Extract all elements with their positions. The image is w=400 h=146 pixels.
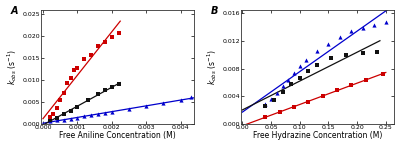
Point (95, 93, 101, 95)
Point (348, 84, 355, 86)
Point (47, 116, 53, 118)
Point (334, 89, 340, 91)
Point (88, 54, 94, 57)
Point (302, 58, 309, 61)
Point (60, 118, 67, 121)
Point (291, 72, 297, 75)
Point (371, 24, 378, 26)
Y-axis label: $k_{obs}$ (s$^{-1}$): $k_{obs}$ (s$^{-1}$) (206, 49, 220, 85)
Point (314, 49, 320, 52)
Text: B: B (211, 6, 218, 15)
Point (271, 98, 277, 101)
Point (67, 110, 74, 112)
Point (67, 118, 74, 120)
Point (374, 51, 380, 53)
Point (143, 105, 150, 107)
Point (342, 54, 349, 56)
Point (305, 69, 312, 72)
Point (74, 116, 80, 119)
Point (102, 89, 108, 92)
Point (325, 43, 332, 45)
Point (348, 30, 355, 33)
Point (274, 92, 280, 95)
Legend:  (42, 11, 44, 12)
Point (262, 105, 268, 107)
X-axis label: Free Hydrazine Concentration (M): Free Hydrazine Concentration (M) (253, 131, 382, 140)
Point (60, 113, 67, 116)
Point (262, 103, 268, 106)
Point (320, 95, 326, 97)
Legend:  (242, 11, 244, 12)
Point (81, 115, 88, 118)
Point (50, 112, 56, 115)
Point (285, 78, 292, 81)
Point (305, 100, 312, 103)
Point (328, 56, 334, 59)
Point (71, 69, 77, 71)
Point (109, 86, 115, 88)
Point (95, 45, 101, 47)
Point (126, 108, 132, 110)
Point (314, 64, 320, 66)
Point (95, 113, 101, 115)
Point (109, 111, 115, 113)
Point (54, 119, 60, 122)
Point (296, 65, 303, 67)
Text: A: A (11, 6, 18, 15)
Point (64, 82, 70, 85)
Point (54, 107, 60, 109)
Point (116, 83, 122, 86)
Point (380, 73, 386, 75)
Point (360, 27, 366, 29)
Point (288, 83, 294, 86)
Point (74, 105, 80, 108)
Point (57, 99, 63, 101)
Point (188, 96, 194, 99)
Y-axis label: $k_{obs}$ (s$^{-1}$): $k_{obs}$ (s$^{-1}$) (6, 49, 20, 85)
Point (102, 112, 108, 114)
Point (102, 40, 108, 43)
Point (60, 92, 67, 94)
Point (74, 67, 80, 69)
Point (47, 120, 53, 122)
Point (88, 114, 94, 117)
Point (337, 36, 343, 38)
Point (109, 36, 115, 38)
Point (47, 119, 53, 121)
Point (160, 102, 167, 104)
Point (54, 116, 60, 119)
Point (116, 32, 122, 34)
Point (296, 76, 303, 79)
Point (262, 116, 268, 118)
X-axis label: Free Aniline Concentration (M): Free Aniline Concentration (M) (60, 131, 176, 140)
Point (276, 111, 283, 113)
Point (178, 98, 184, 101)
Point (362, 78, 369, 81)
Point (81, 57, 88, 60)
Point (383, 21, 389, 24)
Point (279, 91, 286, 93)
Point (291, 106, 297, 108)
Point (360, 52, 366, 54)
Point (268, 98, 274, 100)
Point (67, 77, 74, 79)
Point (84, 99, 91, 101)
Point (279, 85, 286, 88)
